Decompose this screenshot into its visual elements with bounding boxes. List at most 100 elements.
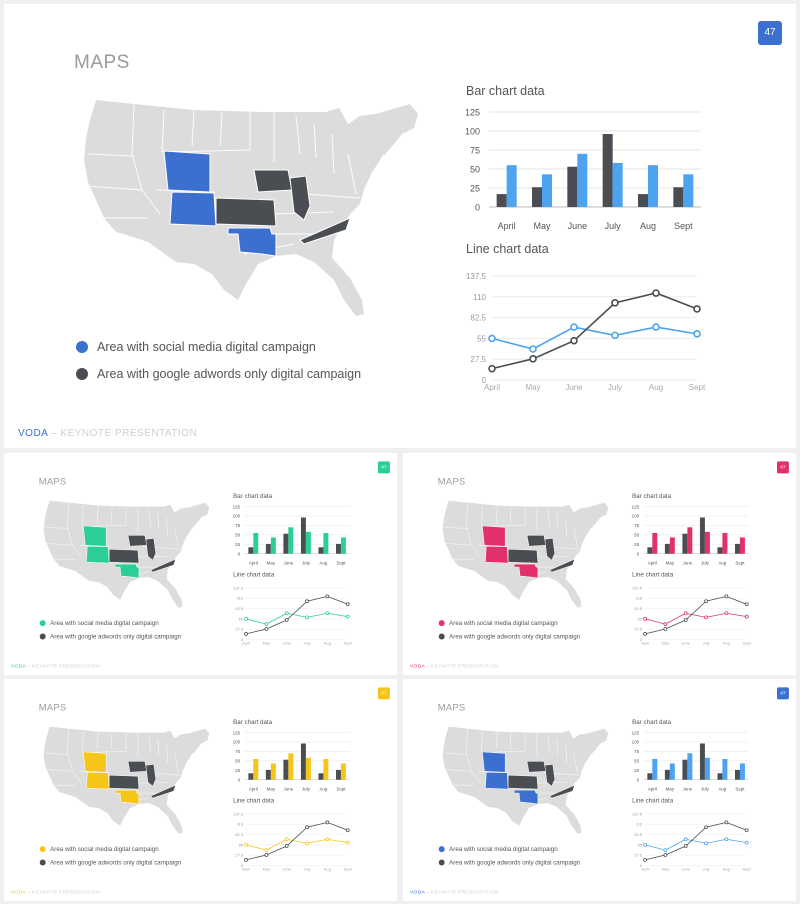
slide-title: MAPS (38, 702, 67, 714)
thumbnail-slide-pink[interactable]: MAPS 47 Area with social media digital c… (403, 453, 796, 675)
oklahoma-shape (114, 789, 140, 805)
line-point-adwords-aug (724, 820, 729, 825)
us-map (43, 500, 210, 608)
main-slide[interactable]: MAPS 47 Area with social media digital c… (4, 4, 796, 448)
line-y-tick-label: 0 (640, 637, 643, 642)
legend-social-dot (438, 620, 445, 627)
line-x-tick-label: May (525, 383, 540, 392)
line-point-social-aug (325, 611, 330, 616)
legend-item-adwords: Area with google adwords only digital ca… (438, 633, 580, 640)
line-y-tick-label: 82.5 (235, 606, 243, 611)
kansas-shape (507, 548, 539, 564)
line-x-tick-label: Aug (324, 866, 331, 871)
legend-social-dot (39, 846, 46, 853)
line-series-social (491, 326, 698, 350)
slide-title: MAPS (38, 476, 67, 488)
bar-y-tick-label: 0 (637, 777, 640, 782)
bar-chart: 0 25 50 75 100 125 April May June July Aug Sept (465, 108, 701, 231)
line-point-adwords-sept (345, 602, 350, 607)
line-x-tick-label: June (681, 866, 690, 871)
line-point-social-may (264, 848, 269, 852)
bar-accent-july (704, 531, 710, 554)
line-point-adwords-may (264, 627, 269, 631)
bar-accent-april (652, 758, 658, 780)
line-y-tick-label: 27.5 (235, 627, 243, 632)
bar-dark-sept (673, 187, 684, 207)
bar-x-tick-label: April (249, 787, 258, 792)
bar-x-tick-label: Sept (336, 787, 346, 792)
bar-y-tick-label: 75 (235, 523, 240, 528)
bar-y-tick-label: 50 (634, 759, 639, 764)
line-point-social-may (663, 848, 668, 852)
legend-adwords-label: Area with google adwords only digital ca… (50, 859, 182, 866)
bar-y-tick-label: 50 (634, 533, 639, 538)
legend-social-dot (39, 620, 46, 627)
bar-chart-title: Bar chart data (233, 718, 273, 726)
line-chart: 0 27.5 55 82.5 110 137.5 April May June July Aug Se… (466, 272, 706, 392)
bar-x-tick-label: July (605, 221, 622, 231)
thumbnail-slide-blue[interactable]: MAPS 47 Area with social media digital c… (403, 679, 796, 901)
footer-subtitle: KEYNOTE PRESENTATION (430, 889, 499, 895)
line-point-social-july (305, 615, 309, 620)
bar-accent-april (506, 165, 517, 207)
bar-x-tick-label: July (701, 561, 710, 566)
bar-x-tick-label: June (568, 221, 588, 231)
illinois-shape (544, 538, 556, 561)
line-point-social-sept (345, 614, 350, 619)
slide-title: MAPS (437, 476, 466, 488)
legend-social-label: Area with social media digital campaign (97, 340, 316, 354)
social-media-states (83, 525, 140, 579)
tennessee-shape (299, 217, 351, 245)
thumbnail-slide-yellow[interactable]: MAPS 47 Area with social media digital c… (4, 679, 397, 901)
google-adwords-states (215, 169, 351, 245)
bar-y-tick-label: 25 (235, 768, 240, 773)
line-y-tick-label: 27.5 (634, 627, 642, 632)
line-x-tick-label: May (662, 866, 669, 871)
line-point-social-may (663, 622, 668, 626)
google-adwords-states (507, 761, 576, 799)
bar-accent-june (687, 527, 693, 554)
bar-accent-april (253, 532, 259, 554)
slide-content: MAPS 47 Area with social media digital c… (4, 453, 397, 673)
bar-dark-sept (335, 769, 341, 780)
bar-dark-sept (734, 769, 740, 780)
line-chart: 0 27.5 55 82.5 110 137.5 April May June July Aug Se… (632, 585, 752, 645)
thumbnail-slide-green[interactable]: MAPS 47 Area with social media digital c… (4, 453, 397, 675)
bar-x-tick-label: July (302, 561, 311, 566)
line-point-adwords-aug (724, 594, 729, 599)
line-point-social-aug (724, 611, 729, 616)
footer-separator: – (27, 663, 31, 669)
line-point-social-june (284, 837, 289, 842)
line-y-tick-label: 27.5 (470, 355, 486, 364)
bar-x-tick-label: July (701, 787, 710, 792)
line-point-social-may (529, 345, 537, 353)
colorado-shape (86, 771, 110, 790)
line-point-adwords-may (663, 853, 668, 857)
bar-accent-june (577, 153, 588, 207)
page-number-badge: 47 (776, 687, 789, 700)
bar-y-tick-label: 75 (634, 523, 639, 528)
legend-social-label: Area with social media digital campaign (50, 619, 159, 627)
tennessee-shape (150, 784, 177, 799)
iowa-shape (526, 761, 547, 773)
colorado-shape (485, 771, 509, 790)
bar-accent-sept (340, 537, 346, 554)
line-point-adwords-june (284, 618, 289, 622)
line-y-tick-label: 82.5 (470, 314, 486, 323)
line-y-tick-label: 110 (237, 822, 244, 827)
legend-item-social: Area with social media digital campaign (39, 619, 159, 627)
bar-y-tick-label: 100 (632, 740, 640, 745)
line-point-social-aug (652, 323, 660, 331)
line-x-tick-label: May (263, 640, 270, 645)
bar-accent-sept (739, 537, 745, 554)
line-y-tick-label: 82.5 (235, 832, 243, 837)
bar-chart: 0 25 50 75 100 125 April May June July Aug Sept (233, 730, 350, 792)
line-y-tick-label: 137.5 (466, 272, 487, 281)
bar-x-tick-label: Aug (718, 561, 726, 566)
line-point-social-april (643, 616, 647, 621)
bar-accent-sept (340, 763, 346, 780)
bar-x-tick-label: Sept (336, 561, 346, 566)
oklahoma-shape (114, 563, 140, 579)
social-media-states (163, 150, 277, 257)
bar-y-tick-label: 75 (634, 749, 639, 754)
